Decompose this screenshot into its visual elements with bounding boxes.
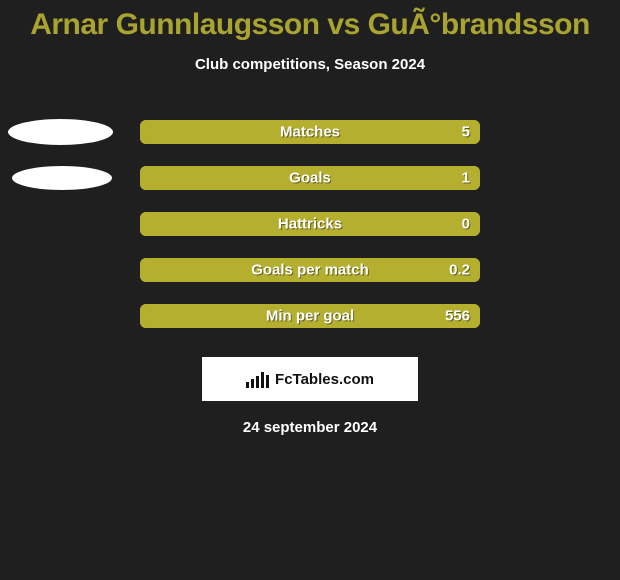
subtitle: Club competitions, Season 2024 [0, 56, 620, 73]
logo-text: FcTables.com [275, 371, 374, 388]
right-ellipse [507, 119, 612, 145]
stats-rows: Matches5Goals1Hattricks0Goals per match0… [0, 109, 620, 339]
logo-bar-icon [251, 379, 254, 388]
left-ellipse [8, 119, 113, 145]
logo-bar-icon [246, 382, 249, 388]
stat-row: Goals1 [0, 155, 620, 201]
logo-bar-icon [266, 375, 269, 388]
stat-row: Goals per match0.2 [0, 247, 620, 293]
bar-inner [140, 212, 480, 236]
bar-outer [140, 120, 480, 144]
bar-outer [140, 166, 480, 190]
logo-box: FcTables.com [202, 357, 418, 401]
date-text: 24 september 2024 [0, 419, 620, 436]
bar-outer [140, 258, 480, 282]
stat-row: Matches5 [0, 109, 620, 155]
page-title: Arnar Gunnlaugsson vs GuÃ°brandsson [0, 0, 620, 42]
stat-row: Hattricks0 [0, 201, 620, 247]
bar-inner [140, 304, 480, 328]
stat-row: Min per goal556 [0, 293, 620, 339]
bar-inner [140, 258, 480, 282]
left-ellipse [12, 166, 112, 190]
bar-inner [140, 120, 480, 144]
bar-outer [140, 304, 480, 328]
infographic-container: Arnar Gunnlaugsson vs GuÃ°brandsson Club… [0, 0, 620, 580]
bar-inner [140, 166, 480, 190]
bar-outer [140, 212, 480, 236]
logo-bar-icon [256, 376, 259, 388]
right-ellipse [508, 166, 608, 190]
logo-bar-icon [261, 372, 264, 388]
logo-chart-icon [246, 370, 269, 388]
